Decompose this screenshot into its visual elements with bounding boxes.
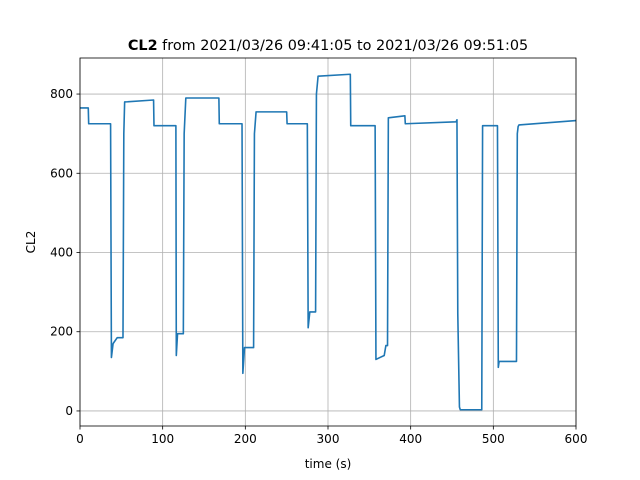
y-tick-label: 800 bbox=[50, 87, 73, 101]
x-tick-label: 600 bbox=[565, 432, 588, 446]
data-line bbox=[80, 73, 577, 411]
chart-title: CL2 from 2021/03/26 09:41:05 to 2021/03/… bbox=[128, 38, 528, 54]
y-tick-label: 0 bbox=[65, 404, 73, 418]
title-rest: from 2021/03/26 09:41:05 to 2021/03/26 0… bbox=[162, 38, 528, 54]
x-tick-label: 400 bbox=[399, 432, 422, 446]
title-bold: CL2 bbox=[128, 38, 158, 54]
y-tick-label: 600 bbox=[50, 166, 73, 180]
y-tick-label: 400 bbox=[50, 245, 73, 259]
plot-frame bbox=[79, 57, 577, 427]
x-tick-label: 200 bbox=[234, 432, 257, 446]
y-axis-label: CL2 bbox=[24, 231, 38, 254]
x-tick-label: 500 bbox=[482, 432, 505, 446]
x-tick-label: 300 bbox=[317, 432, 340, 446]
x-tick-label: 100 bbox=[151, 432, 174, 446]
y-tick-label: 200 bbox=[50, 325, 73, 339]
x-tick-label: 0 bbox=[76, 432, 84, 446]
x-axis-label: time (s) bbox=[305, 457, 352, 471]
